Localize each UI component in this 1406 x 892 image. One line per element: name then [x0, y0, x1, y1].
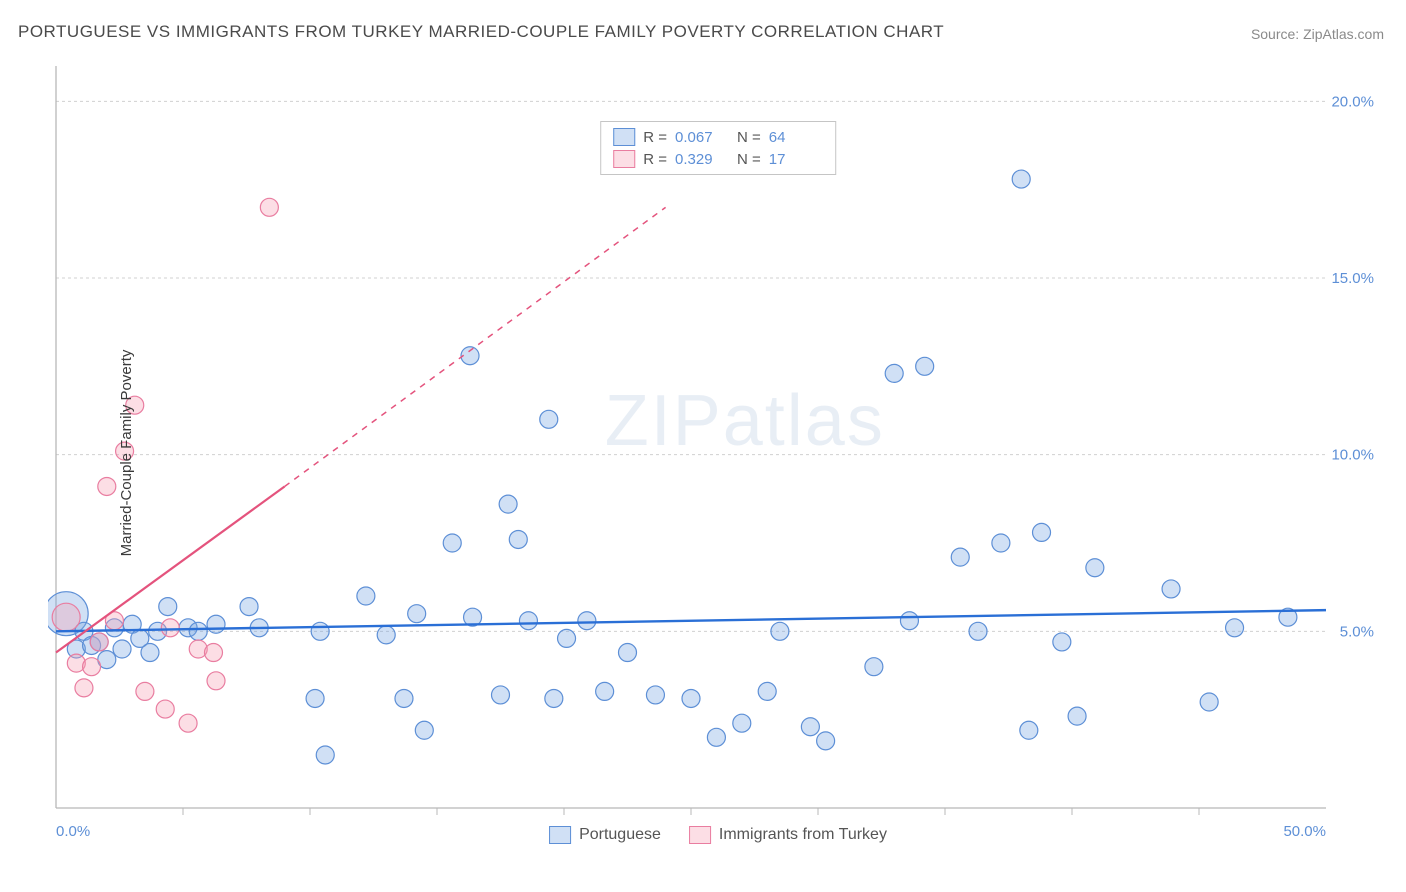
- data-point: [240, 598, 258, 616]
- data-point: [1020, 721, 1038, 739]
- series-legend: Portuguese Immigrants from Turkey: [549, 826, 887, 844]
- n-value: 64: [769, 129, 823, 146]
- data-point: [885, 364, 903, 382]
- data-point: [179, 714, 197, 732]
- data-point: [260, 198, 278, 216]
- data-point: [540, 410, 558, 428]
- data-point: [817, 732, 835, 750]
- legend-row: R = 0.067 N = 64: [613, 126, 823, 148]
- data-point: [578, 612, 596, 630]
- data-point: [758, 682, 776, 700]
- data-point: [357, 587, 375, 605]
- data-point: [415, 721, 433, 739]
- data-point: [90, 633, 108, 651]
- scatter-svg: 5.0% 10.0% 15.0% 20.0% 0.0% 50.0%: [48, 58, 1388, 848]
- data-point: [377, 626, 395, 644]
- data-point: [395, 689, 413, 707]
- trend-line-extension: [285, 207, 666, 486]
- data-point: [646, 686, 664, 704]
- data-point: [1162, 580, 1180, 598]
- data-point: [519, 612, 537, 630]
- data-point: [75, 679, 93, 697]
- data-point: [771, 622, 789, 640]
- y-axis-label: Married-Couple Family Poverty: [118, 350, 135, 557]
- data-point: [900, 612, 918, 630]
- n-label: N =: [737, 129, 761, 146]
- svg-text:5.0%: 5.0%: [1340, 623, 1374, 640]
- data-point: [204, 644, 222, 662]
- data-point: [492, 686, 510, 704]
- data-point: [207, 615, 225, 633]
- data-point: [916, 357, 934, 375]
- r-value: 0.067: [675, 129, 729, 146]
- plot-area: Married-Couple Family Poverty 5.0% 10.0% 1…: [48, 58, 1388, 848]
- correlation-legend: R = 0.067 N = 64 R = 0.329 N = 17: [600, 121, 836, 175]
- legend-label: Immigrants from Turkey: [719, 826, 887, 844]
- data-point: [992, 534, 1010, 552]
- data-point: [311, 622, 329, 640]
- swatch-icon: [613, 150, 635, 168]
- svg-text:15.0%: 15.0%: [1331, 270, 1374, 287]
- svg-text:0.0%: 0.0%: [56, 823, 90, 840]
- data-point: [545, 689, 563, 707]
- data-point: [1068, 707, 1086, 725]
- legend-item: Immigrants from Turkey: [689, 826, 887, 844]
- data-point: [113, 640, 131, 658]
- data-point: [951, 548, 969, 566]
- svg-text:10.0%: 10.0%: [1331, 447, 1374, 464]
- r-label: R =: [643, 129, 667, 146]
- swatch-icon: [689, 826, 711, 844]
- data-point: [509, 530, 527, 548]
- data-point: [1053, 633, 1071, 651]
- n-label: N =: [737, 151, 761, 168]
- data-point: [733, 714, 751, 732]
- data-point: [1012, 170, 1030, 188]
- data-point: [189, 622, 207, 640]
- data-point: [1200, 693, 1218, 711]
- data-point: [98, 477, 116, 495]
- data-point: [682, 689, 700, 707]
- data-point: [141, 644, 159, 662]
- data-point: [408, 605, 426, 623]
- data-point: [1226, 619, 1244, 637]
- data-point: [159, 598, 177, 616]
- data-point: [156, 700, 174, 718]
- data-point: [801, 718, 819, 736]
- data-point: [558, 629, 576, 647]
- data-point: [619, 644, 637, 662]
- data-point: [969, 622, 987, 640]
- data-point: [596, 682, 614, 700]
- data-point: [865, 658, 883, 676]
- data-point: [136, 682, 154, 700]
- swatch-icon: [549, 826, 571, 844]
- data-point: [83, 658, 101, 676]
- svg-text:20.0%: 20.0%: [1331, 93, 1374, 110]
- data-point: [207, 672, 225, 690]
- svg-text:50.0%: 50.0%: [1283, 823, 1326, 840]
- n-value: 17: [769, 151, 823, 168]
- swatch-icon: [613, 128, 635, 146]
- data-point: [316, 746, 334, 764]
- source-label: Source: ZipAtlas.com: [1251, 26, 1384, 42]
- data-point: [306, 689, 324, 707]
- legend-row: R = 0.329 N = 17: [613, 148, 823, 170]
- legend-item: Portuguese: [549, 826, 661, 844]
- data-point: [1033, 523, 1051, 541]
- r-value: 0.329: [675, 151, 729, 168]
- data-point: [707, 728, 725, 746]
- data-point: [443, 534, 461, 552]
- data-point: [161, 619, 179, 637]
- chart-title: PORTUGUESE VS IMMIGRANTS FROM TURKEY MAR…: [18, 22, 944, 42]
- r-label: R =: [643, 151, 667, 168]
- data-point: [52, 603, 80, 631]
- legend-label: Portuguese: [579, 826, 661, 844]
- data-point: [1086, 559, 1104, 577]
- data-point: [499, 495, 517, 513]
